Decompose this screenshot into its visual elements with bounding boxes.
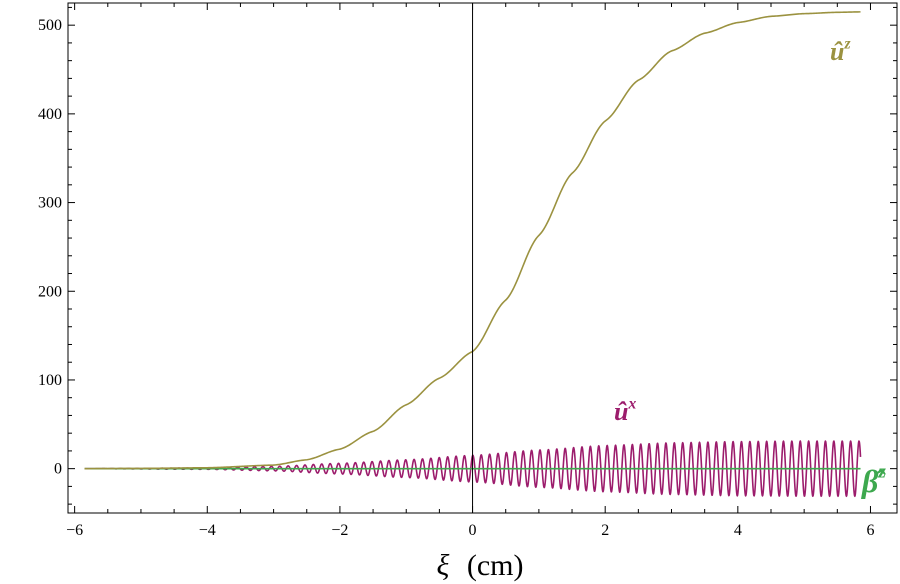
y-tick-label: 0 [54, 461, 62, 478]
series-label-uz: ûz [830, 35, 851, 66]
y-tick-label: 100 [38, 372, 62, 389]
series-label-ux: ûx [614, 395, 636, 426]
plot-frame [67, 2, 898, 514]
tick-labels: −6 −4 −2 0 2 4 6 0 100 200 300 400 500 [38, 17, 874, 539]
plot-border [67, 2, 898, 514]
x-tick-label: 0 [469, 522, 477, 539]
x-tick-label: −2 [331, 522, 348, 539]
axis-ticks [68, 3, 897, 513]
x-tick-label: 4 [734, 522, 742, 539]
x-tick-label: 2 [601, 522, 609, 539]
y-tick-label: 400 [38, 106, 62, 123]
x-axis-label: ξ (cm) [437, 549, 524, 582]
x-axis-unit: (cm) [467, 549, 524, 582]
x-tick-label: −6 [66, 522, 83, 539]
x-axis-symbol: ξ [437, 549, 450, 582]
series-label-betaz: β̂z [861, 462, 886, 499]
x-tick-label: −4 [199, 522, 216, 539]
y-tick-label: 300 [38, 195, 62, 212]
y-tick-label: 500 [38, 17, 62, 34]
series-labels: ûz ûx β̂z [614, 35, 886, 499]
y-tick-label: 200 [38, 283, 62, 300]
x-tick-label: 6 [866, 522, 874, 539]
